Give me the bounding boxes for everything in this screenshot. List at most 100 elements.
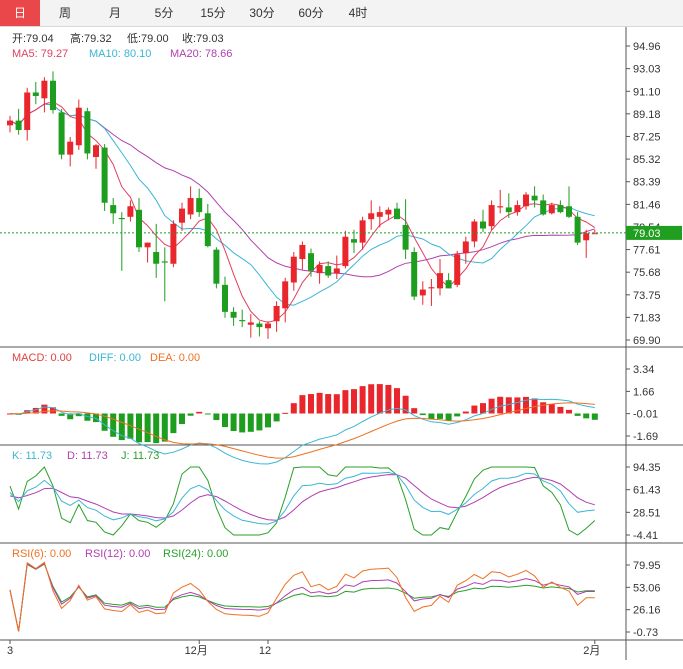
tab-7[interactable]: 4时 — [348, 6, 368, 20]
price-tick-label: 81.46 — [633, 199, 661, 211]
macd-bar — [144, 413, 151, 443]
candle-body — [204, 213, 211, 247]
macd-bar — [308, 394, 314, 414]
candle-body — [514, 205, 521, 213]
candle-body — [523, 194, 529, 207]
candle-body — [437, 273, 443, 289]
price-tick-label: 71.83 — [633, 312, 661, 324]
macd-bar — [566, 409, 572, 414]
candle-body — [376, 212, 383, 217]
macd-tick-label: -1.69 — [633, 431, 658, 443]
macd-bar — [118, 413, 125, 441]
candle-body — [101, 147, 108, 203]
tab-0[interactable]: 日 — [0, 0, 40, 26]
candle-body — [325, 266, 332, 276]
j-legend: J: 11.73 — [121, 450, 159, 462]
macd-bar — [153, 413, 160, 444]
candle-body — [144, 242, 151, 248]
macd-bar — [84, 413, 91, 421]
candle-body — [488, 205, 495, 227]
price-tick-label: 75.68 — [633, 267, 661, 279]
candle-body — [351, 239, 357, 243]
candle-body — [359, 220, 366, 243]
candle-body — [230, 311, 237, 318]
tab-4[interactable]: 15分 — [200, 6, 226, 20]
candle-body — [385, 209, 392, 215]
dea-legend: DEA: 0.00 — [150, 352, 200, 364]
tab-1[interactable]: 周 — [58, 6, 71, 20]
candle-body — [265, 323, 271, 329]
rsi6-legend: RSI(6): 0.00 — [12, 548, 71, 560]
macd-bar — [230, 413, 237, 432]
candle-body — [136, 209, 142, 248]
price-tick-label: 77.61 — [633, 245, 661, 257]
macd-bar — [445, 413, 452, 421]
rsi12-legend: RSI(12): 0.00 — [85, 548, 150, 560]
macd-bar — [179, 413, 185, 425]
macd-bar — [583, 413, 590, 419]
current-price-label: 79.03 — [633, 228, 661, 240]
tab-2[interactable]: 月 — [108, 6, 121, 20]
macd-bar — [402, 395, 409, 414]
j-line — [9, 466, 596, 536]
ma5-legend: MA5: 79.27 — [12, 48, 68, 60]
macd-bar — [531, 398, 538, 414]
timeframe-tabs: 日 周 月 5分 15分 30分 60分 4时 — [0, 0, 683, 27]
tab-3[interactable]: 5分 — [154, 6, 174, 20]
price-tick-label: 87.25 — [633, 131, 661, 143]
macd-tick-label: 1.66 — [633, 386, 654, 398]
ma20-legend: MA20: 78.66 — [170, 48, 232, 60]
macd-bar — [342, 390, 349, 414]
price-tick-label: 69.90 — [633, 335, 661, 347]
macd-bar — [58, 413, 65, 416]
candle-body — [540, 200, 547, 215]
macd-bar — [394, 388, 400, 414]
macd-bar — [41, 404, 48, 414]
k-line — [9, 471, 595, 525]
macd-bar — [256, 413, 263, 431]
candle-body — [462, 241, 469, 254]
candle-body — [308, 253, 314, 271]
candle-body — [32, 92, 39, 96]
candle-body — [247, 322, 254, 325]
tab-5[interactable]: 30分 — [249, 6, 275, 20]
macd-bar — [480, 403, 486, 414]
macd-bar — [32, 407, 39, 414]
ma10-line — [9, 103, 595, 306]
candle-body — [557, 205, 564, 213]
candle-body — [84, 111, 91, 154]
macd-bar — [514, 397, 521, 414]
x-tick-label: 3 — [7, 645, 13, 657]
candle-body — [187, 198, 194, 215]
rsi-tick-label: -0.73 — [633, 627, 658, 639]
x-tick-label: 12 — [259, 645, 271, 657]
candle-body — [58, 112, 65, 155]
macd-bar — [419, 413, 426, 416]
candle-body — [333, 268, 340, 274]
kdj-tick-label: 94.35 — [633, 462, 661, 474]
macd-bar — [93, 413, 99, 423]
macd-bar — [548, 404, 555, 414]
x-tick-label: 2月 — [583, 645, 600, 657]
candle-body — [583, 233, 590, 241]
macd-bar — [247, 413, 254, 432]
open-label: 开:79.04 — [12, 33, 54, 45]
close-label: 收:79.03 — [182, 31, 224, 45]
macd-bar — [376, 384, 383, 414]
tab-6[interactable]: 60分 — [298, 6, 324, 20]
candle-body — [497, 206, 504, 208]
macd-bar — [265, 413, 271, 428]
macd-bar — [333, 394, 340, 414]
price-tick-label: 93.03 — [633, 64, 661, 76]
macd-bar — [359, 386, 366, 414]
candle-body — [454, 254, 461, 285]
macd-bar — [462, 411, 469, 414]
candle-body — [41, 80, 48, 99]
macd-bar — [282, 412, 289, 414]
macd-bar — [204, 413, 211, 415]
price-tick-label: 83.39 — [633, 177, 661, 189]
macd-bar — [222, 413, 228, 428]
candle-body — [15, 120, 22, 130]
low-label: 低:79.00 — [127, 32, 169, 45]
candle-body — [161, 261, 168, 263]
